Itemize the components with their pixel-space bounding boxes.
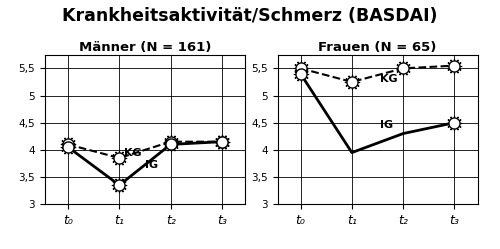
Text: KG: KG [380,74,398,84]
Text: IG: IG [380,121,393,130]
Title: Frauen (N = 65): Frauen (N = 65) [318,41,436,54]
Text: KG: KG [124,148,142,158]
Text: Krankheitsaktivität/Schmerz (BASDAI): Krankheitsaktivität/Schmerz (BASDAI) [62,7,438,25]
Text: IG: IG [145,160,158,170]
Title: Männer (N = 161): Männer (N = 161) [79,41,211,54]
